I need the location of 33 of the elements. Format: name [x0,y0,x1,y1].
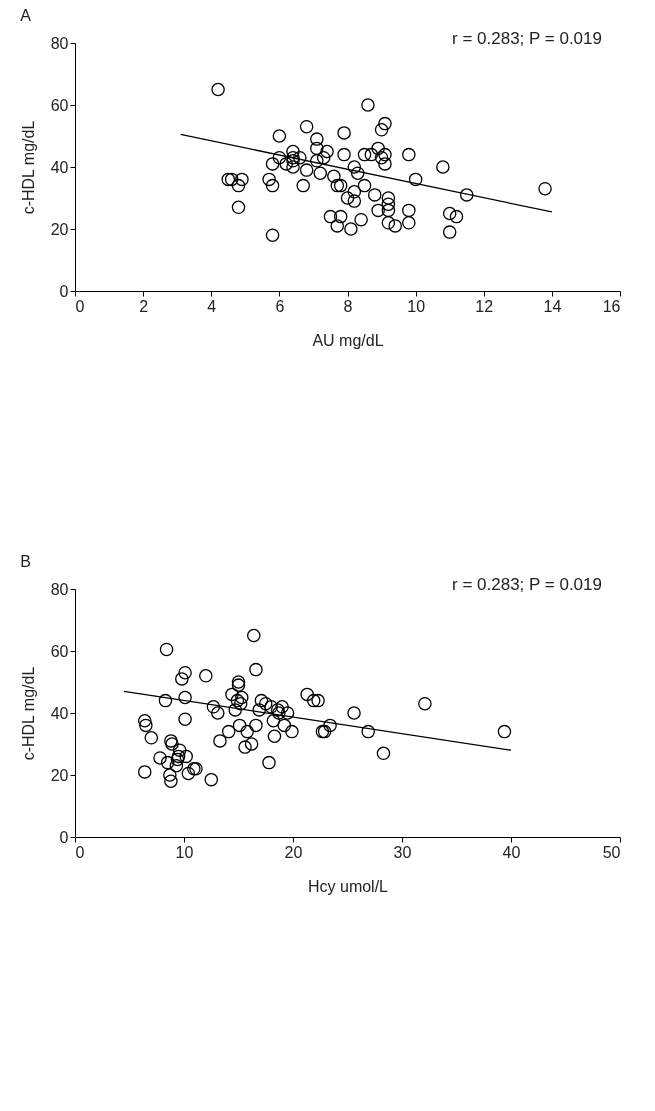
chart-title: B [20,553,31,570]
x-axis-title: AU mg/dL [312,331,384,349]
x-tick-label: 2 [139,297,149,315]
x-tick-label: 10 [175,843,194,861]
y-tick-label: 0 [59,828,69,846]
x-tick-label: 0 [75,297,85,315]
y-axis-title: c-HDL mg/dL [19,666,37,761]
chart-title: A [20,7,32,24]
annotation: r = 0.283; P = 0.019 [452,575,602,594]
x-tick-label: 50 [602,843,621,861]
x-tick-label: 20 [284,843,303,861]
x-tick-label: 40 [502,843,521,861]
y-tick-label: 0 [59,282,69,300]
y-tick-label: 20 [50,766,69,784]
x-tick-label: 14 [543,297,562,315]
x-tick-label: 6 [275,297,285,315]
y-tick-label: 20 [50,220,69,238]
y-tick-label: 80 [50,580,69,598]
annotation: r = 0.283; P = 0.019 [452,29,602,48]
x-tick-label: 4 [207,297,217,315]
x-tick-label: 8 [343,297,353,315]
x-tick-label: 0 [75,843,85,861]
y-tick-label: 60 [50,96,69,114]
x-axis-title: Hcy umol/L [307,877,389,895]
y-tick-label: 60 [50,642,69,660]
y-tick-label: 80 [50,34,69,52]
x-tick-label: 16 [602,297,621,315]
x-tick-label: 30 [393,843,412,861]
y-tick-label: 40 [50,158,69,176]
x-tick-label: 10 [407,297,426,315]
y-tick-label: 40 [50,704,69,722]
y-axis-title: c-HDL mg/dL [19,120,37,215]
x-tick-label: 12 [475,297,494,315]
